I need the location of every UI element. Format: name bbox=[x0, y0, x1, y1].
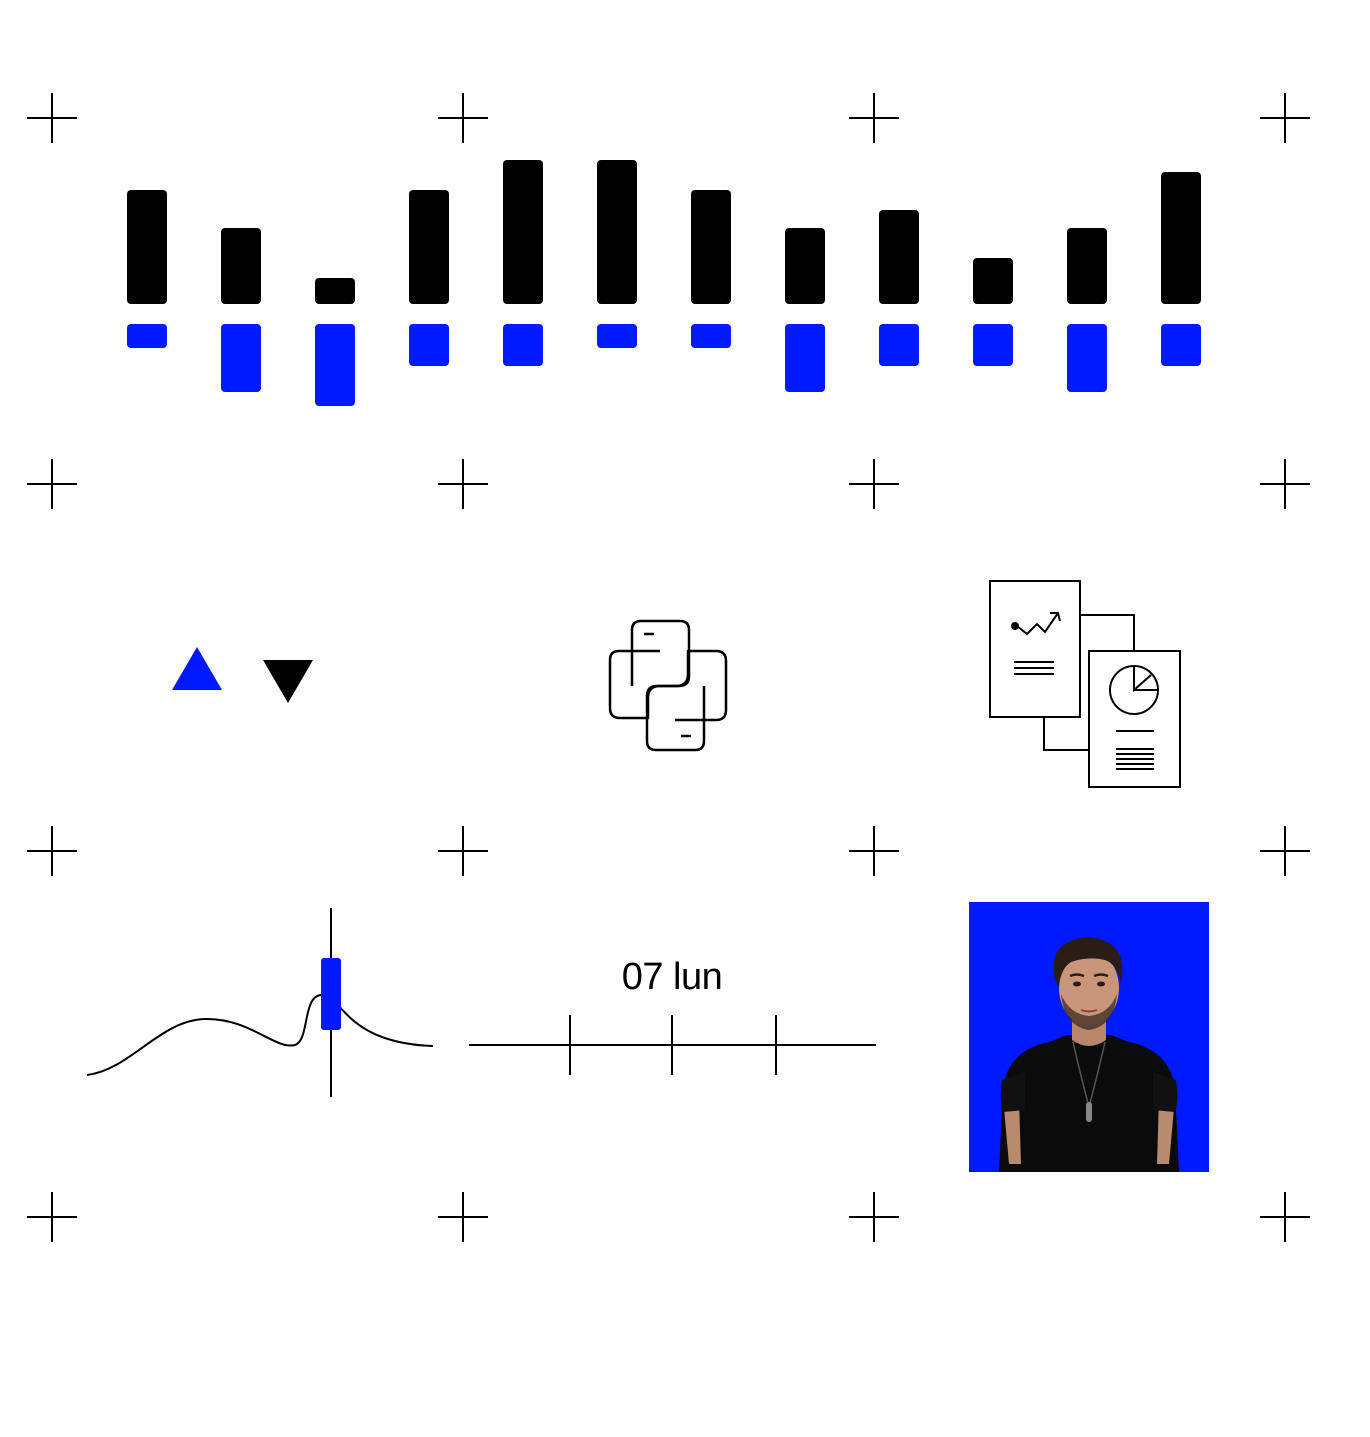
bar-down-8 bbox=[785, 324, 825, 392]
crosshair-mark bbox=[849, 826, 899, 876]
bar-down-5 bbox=[503, 324, 543, 366]
bar-down-10 bbox=[973, 324, 1013, 366]
bar-down-11 bbox=[1067, 324, 1107, 392]
distribution-curve-icon bbox=[87, 908, 433, 1097]
crosshair-mark bbox=[1260, 826, 1310, 876]
crosshair-mark bbox=[27, 1192, 77, 1242]
bar-up-4 bbox=[409, 190, 449, 304]
bar-up-1 bbox=[127, 190, 167, 304]
candle-marker bbox=[321, 958, 341, 1030]
crosshair-mark bbox=[1260, 93, 1310, 143]
timeline-axis bbox=[469, 1015, 876, 1075]
crosshair-mark bbox=[849, 459, 899, 509]
bar-down-3 bbox=[315, 324, 355, 406]
bar-down-9 bbox=[879, 324, 919, 366]
bar-up-9 bbox=[879, 210, 919, 304]
python-logo-icon bbox=[610, 621, 726, 750]
crosshair-mark bbox=[849, 93, 899, 143]
bar-up-2 bbox=[221, 228, 261, 304]
bar-down-6 bbox=[597, 324, 637, 348]
bar-down-1 bbox=[127, 324, 167, 348]
crosshair-mark bbox=[438, 826, 488, 876]
bar-up-7 bbox=[691, 190, 731, 304]
triangle-down-icon bbox=[263, 660, 313, 703]
bar-down-2 bbox=[221, 324, 261, 392]
crosshair-mark bbox=[27, 459, 77, 509]
report-documents-icon bbox=[990, 581, 1180, 787]
bar-up-6 bbox=[597, 160, 637, 304]
timeline-date-label: 07 lun bbox=[560, 956, 784, 999]
crosshair-mark bbox=[849, 1192, 899, 1242]
portrait-photo bbox=[969, 902, 1209, 1172]
bar-up-8 bbox=[785, 228, 825, 304]
crosshair-mark bbox=[1260, 459, 1310, 509]
crosshair-mark bbox=[438, 459, 488, 509]
crosshair-mark bbox=[438, 93, 488, 143]
crosshair-mark bbox=[27, 93, 77, 143]
bar-down-12 bbox=[1161, 324, 1201, 366]
bar-down-7 bbox=[691, 324, 731, 348]
bar-up-5 bbox=[503, 160, 543, 304]
crosshair-mark bbox=[438, 1192, 488, 1242]
bar-up-11 bbox=[1067, 228, 1107, 304]
crosshair-mark bbox=[1260, 1192, 1310, 1242]
bar-up-12 bbox=[1161, 172, 1201, 304]
bar-up-3 bbox=[315, 278, 355, 304]
bar-chart bbox=[127, 160, 1201, 406]
crosshair-mark bbox=[27, 826, 77, 876]
bar-up-10 bbox=[973, 258, 1013, 304]
triangle-up-icon bbox=[172, 647, 222, 690]
bar-down-4 bbox=[409, 324, 449, 366]
